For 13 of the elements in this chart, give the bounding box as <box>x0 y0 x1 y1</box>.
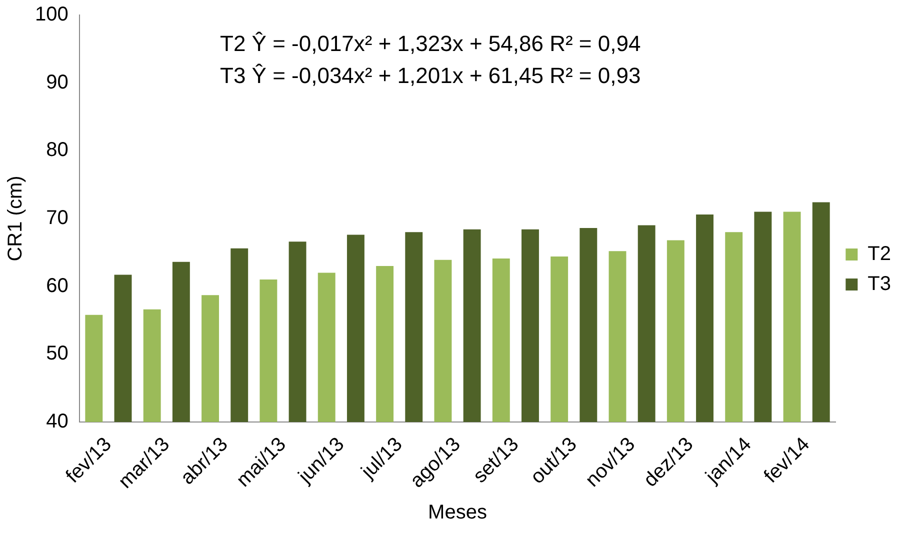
y-tick-label: 90 <box>46 71 68 94</box>
y-tick-label: 100 <box>34 4 68 26</box>
y-tick-label: 70 <box>46 207 68 230</box>
annotation: T3 Ŷ = -0,034x² + 1,201x + 61,45 R² = 0,93 <box>220 62 641 90</box>
y-tick-label: 60 <box>46 274 68 297</box>
annotation: T2 Ŷ = -0,017x² + 1,323x + 54,86 R² = 0,94 <box>220 30 641 58</box>
legend-label: T3 <box>868 273 892 296</box>
legend-label: T2 <box>868 243 892 266</box>
y-tick-label: 80 <box>46 139 68 162</box>
y-tick-label: 40 <box>46 410 68 433</box>
y-tick-label: 50 <box>46 342 68 365</box>
y-axis-title: CR1 (cm) <box>4 176 27 262</box>
x-axis-title: Meses <box>428 502 487 524</box>
